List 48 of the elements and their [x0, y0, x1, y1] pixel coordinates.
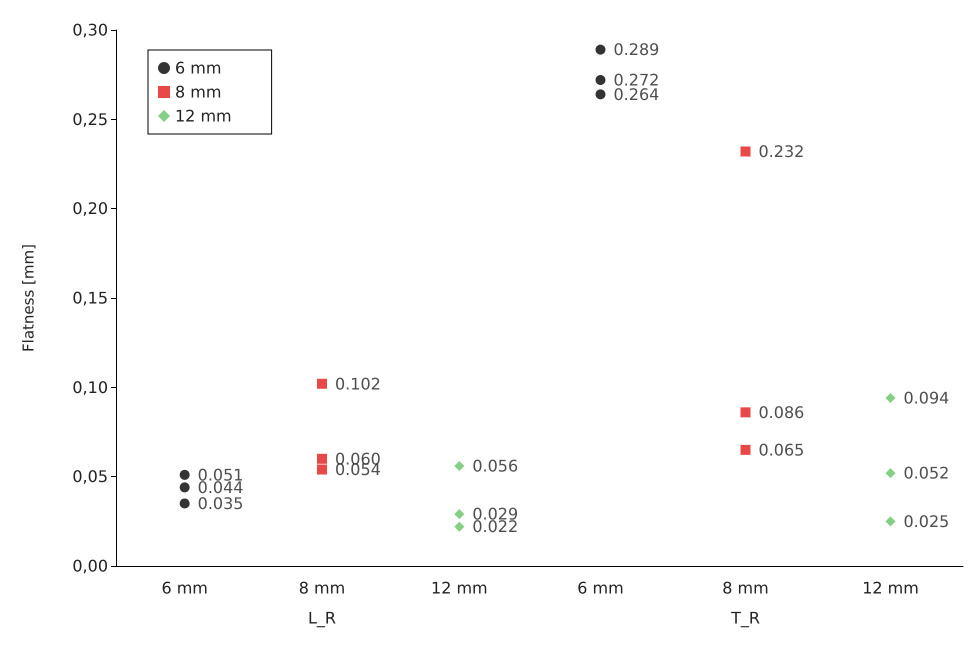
point: [886, 393, 896, 404]
x-tick-label: 12 mm: [431, 578, 488, 598]
y-tick-label: 0,30: [72, 20, 108, 40]
point: [596, 89, 606, 100]
point: [180, 498, 190, 508]
data-label: 0.232: [758, 142, 804, 161]
y-tick-label: 0,20: [72, 199, 108, 218]
point: [454, 509, 464, 520]
point: [596, 44, 606, 55]
x-axis-title: T_R: [730, 608, 760, 628]
point: [454, 460, 464, 471]
point: [740, 407, 750, 418]
point: [740, 146, 750, 156]
data-label: 0.056: [472, 456, 518, 476]
data-label: 0.052: [904, 464, 950, 483]
data-label: 0.065: [758, 440, 804, 460]
data-label: 0.035: [198, 494, 244, 513]
y-tick-label: 0,10: [72, 378, 108, 397]
x-tick-label: 6 mm: [577, 578, 624, 598]
point: [317, 454, 327, 464]
point: [317, 464, 327, 475]
data-label: 0.102: [335, 374, 381, 394]
y-tick-label: 0,25: [72, 110, 108, 129]
y-tick-label: 0,05: [72, 467, 108, 486]
data-label: 0.086: [758, 402, 804, 422]
legend-label: 8 mm: [175, 82, 222, 102]
point: [740, 444, 750, 455]
legend-label: 12 mm: [175, 106, 232, 126]
point: [317, 378, 327, 389]
x-tick-label: 8 mm: [722, 578, 769, 598]
point: [886, 516, 896, 526]
y-tick-label: 0,00: [72, 556, 108, 576]
x-tick-label: 12 mm: [862, 578, 919, 598]
legend-label: 6 mm: [175, 58, 222, 78]
data-label: 0.289: [614, 40, 660, 60]
data-label: 0.025: [904, 512, 950, 531]
point: [596, 75, 606, 86]
data-label: 0.264: [614, 84, 660, 104]
point: [180, 470, 190, 480]
data-label: 0.094: [904, 388, 950, 408]
point: [180, 482, 190, 492]
x-axis-title: L_R: [308, 608, 336, 628]
y-tick-label: 0,15: [72, 288, 108, 308]
x-tick-label: 8 mm: [298, 578, 346, 598]
x-tick-label: 6 mm: [161, 578, 208, 598]
point: [454, 522, 464, 532]
y-axis-title: Flatness [mm]: [20, 244, 38, 352]
point: [886, 468, 896, 478]
